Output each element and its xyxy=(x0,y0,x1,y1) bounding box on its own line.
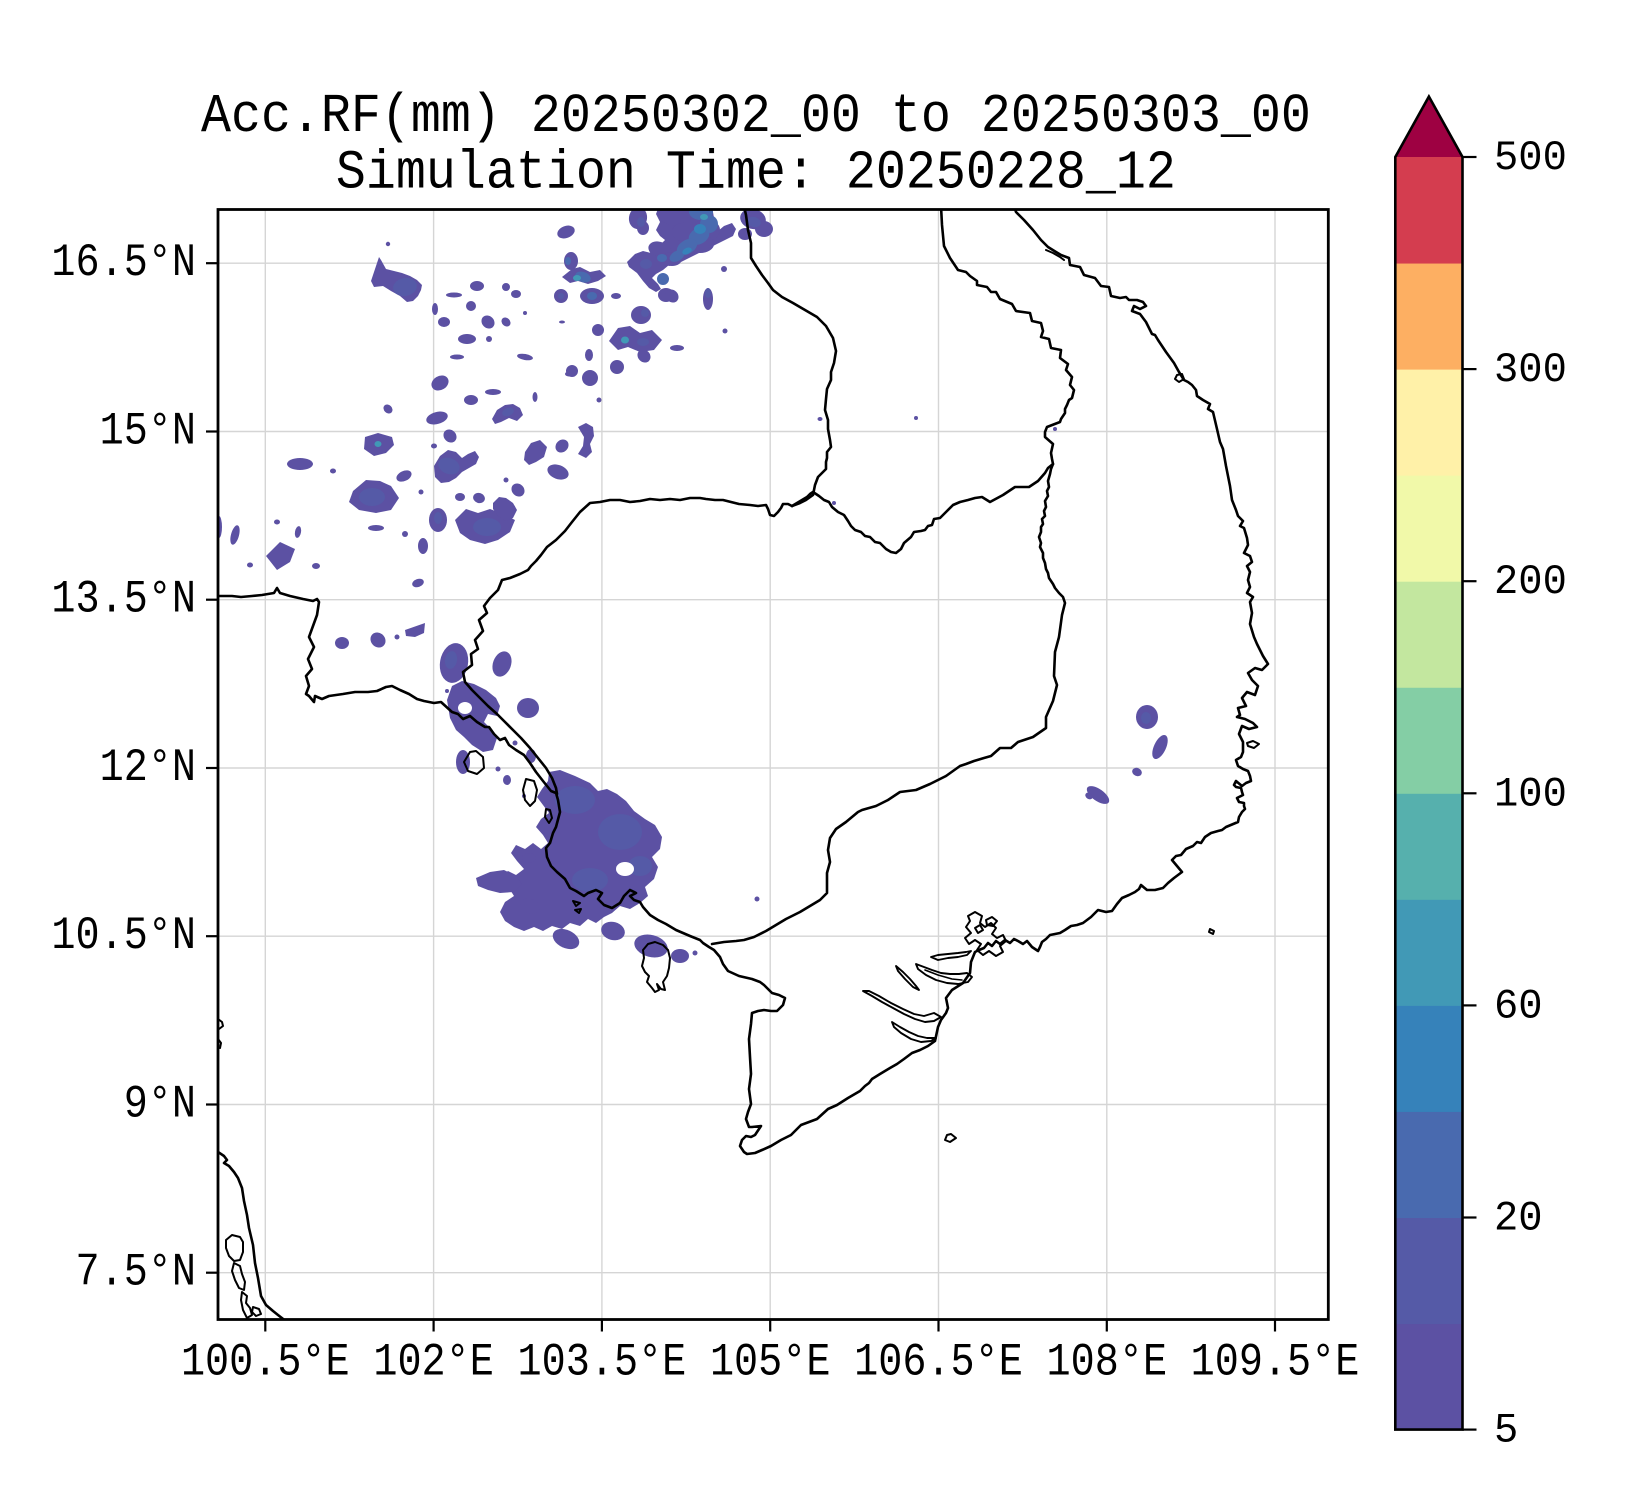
svg-text:300: 300 xyxy=(1494,348,1567,395)
svg-text:10.5°N: 10.5°N xyxy=(51,910,196,962)
svg-text:100: 100 xyxy=(1494,772,1567,819)
svg-text:200: 200 xyxy=(1494,560,1567,607)
svg-text:Simulation Time: 20250228_12: Simulation Time: 20250228_12 xyxy=(336,141,1176,204)
svg-text:15°N: 15°N xyxy=(100,405,196,457)
svg-text:100.5°E: 100.5°E xyxy=(181,1336,350,1388)
svg-text:500: 500 xyxy=(1494,135,1567,182)
svg-text:12°N: 12°N xyxy=(100,742,196,794)
svg-text:106.5°E: 106.5°E xyxy=(854,1336,1023,1388)
svg-text:9°N: 9°N xyxy=(124,1078,196,1130)
svg-text:7.5°N: 7.5°N xyxy=(75,1246,196,1298)
svg-text:108°E: 108°E xyxy=(1047,1336,1168,1388)
svg-text:102°E: 102°E xyxy=(373,1336,494,1388)
svg-text:16.5°N: 16.5°N xyxy=(51,237,196,289)
svg-text:13.5°N: 13.5°N xyxy=(51,573,196,625)
svg-text:20: 20 xyxy=(1494,1196,1543,1243)
svg-text:103.5°E: 103.5°E xyxy=(518,1336,687,1388)
svg-text:60: 60 xyxy=(1494,984,1543,1031)
svg-text:Acc.RF(mm) 20250302_00 to 2025: Acc.RF(mm) 20250302_00 to 20250303_00 xyxy=(201,85,1311,148)
svg-text:5: 5 xyxy=(1494,1408,1518,1455)
svg-text:109.5°E: 109.5°E xyxy=(1191,1336,1360,1388)
svg-text:105°E: 105°E xyxy=(710,1336,831,1388)
